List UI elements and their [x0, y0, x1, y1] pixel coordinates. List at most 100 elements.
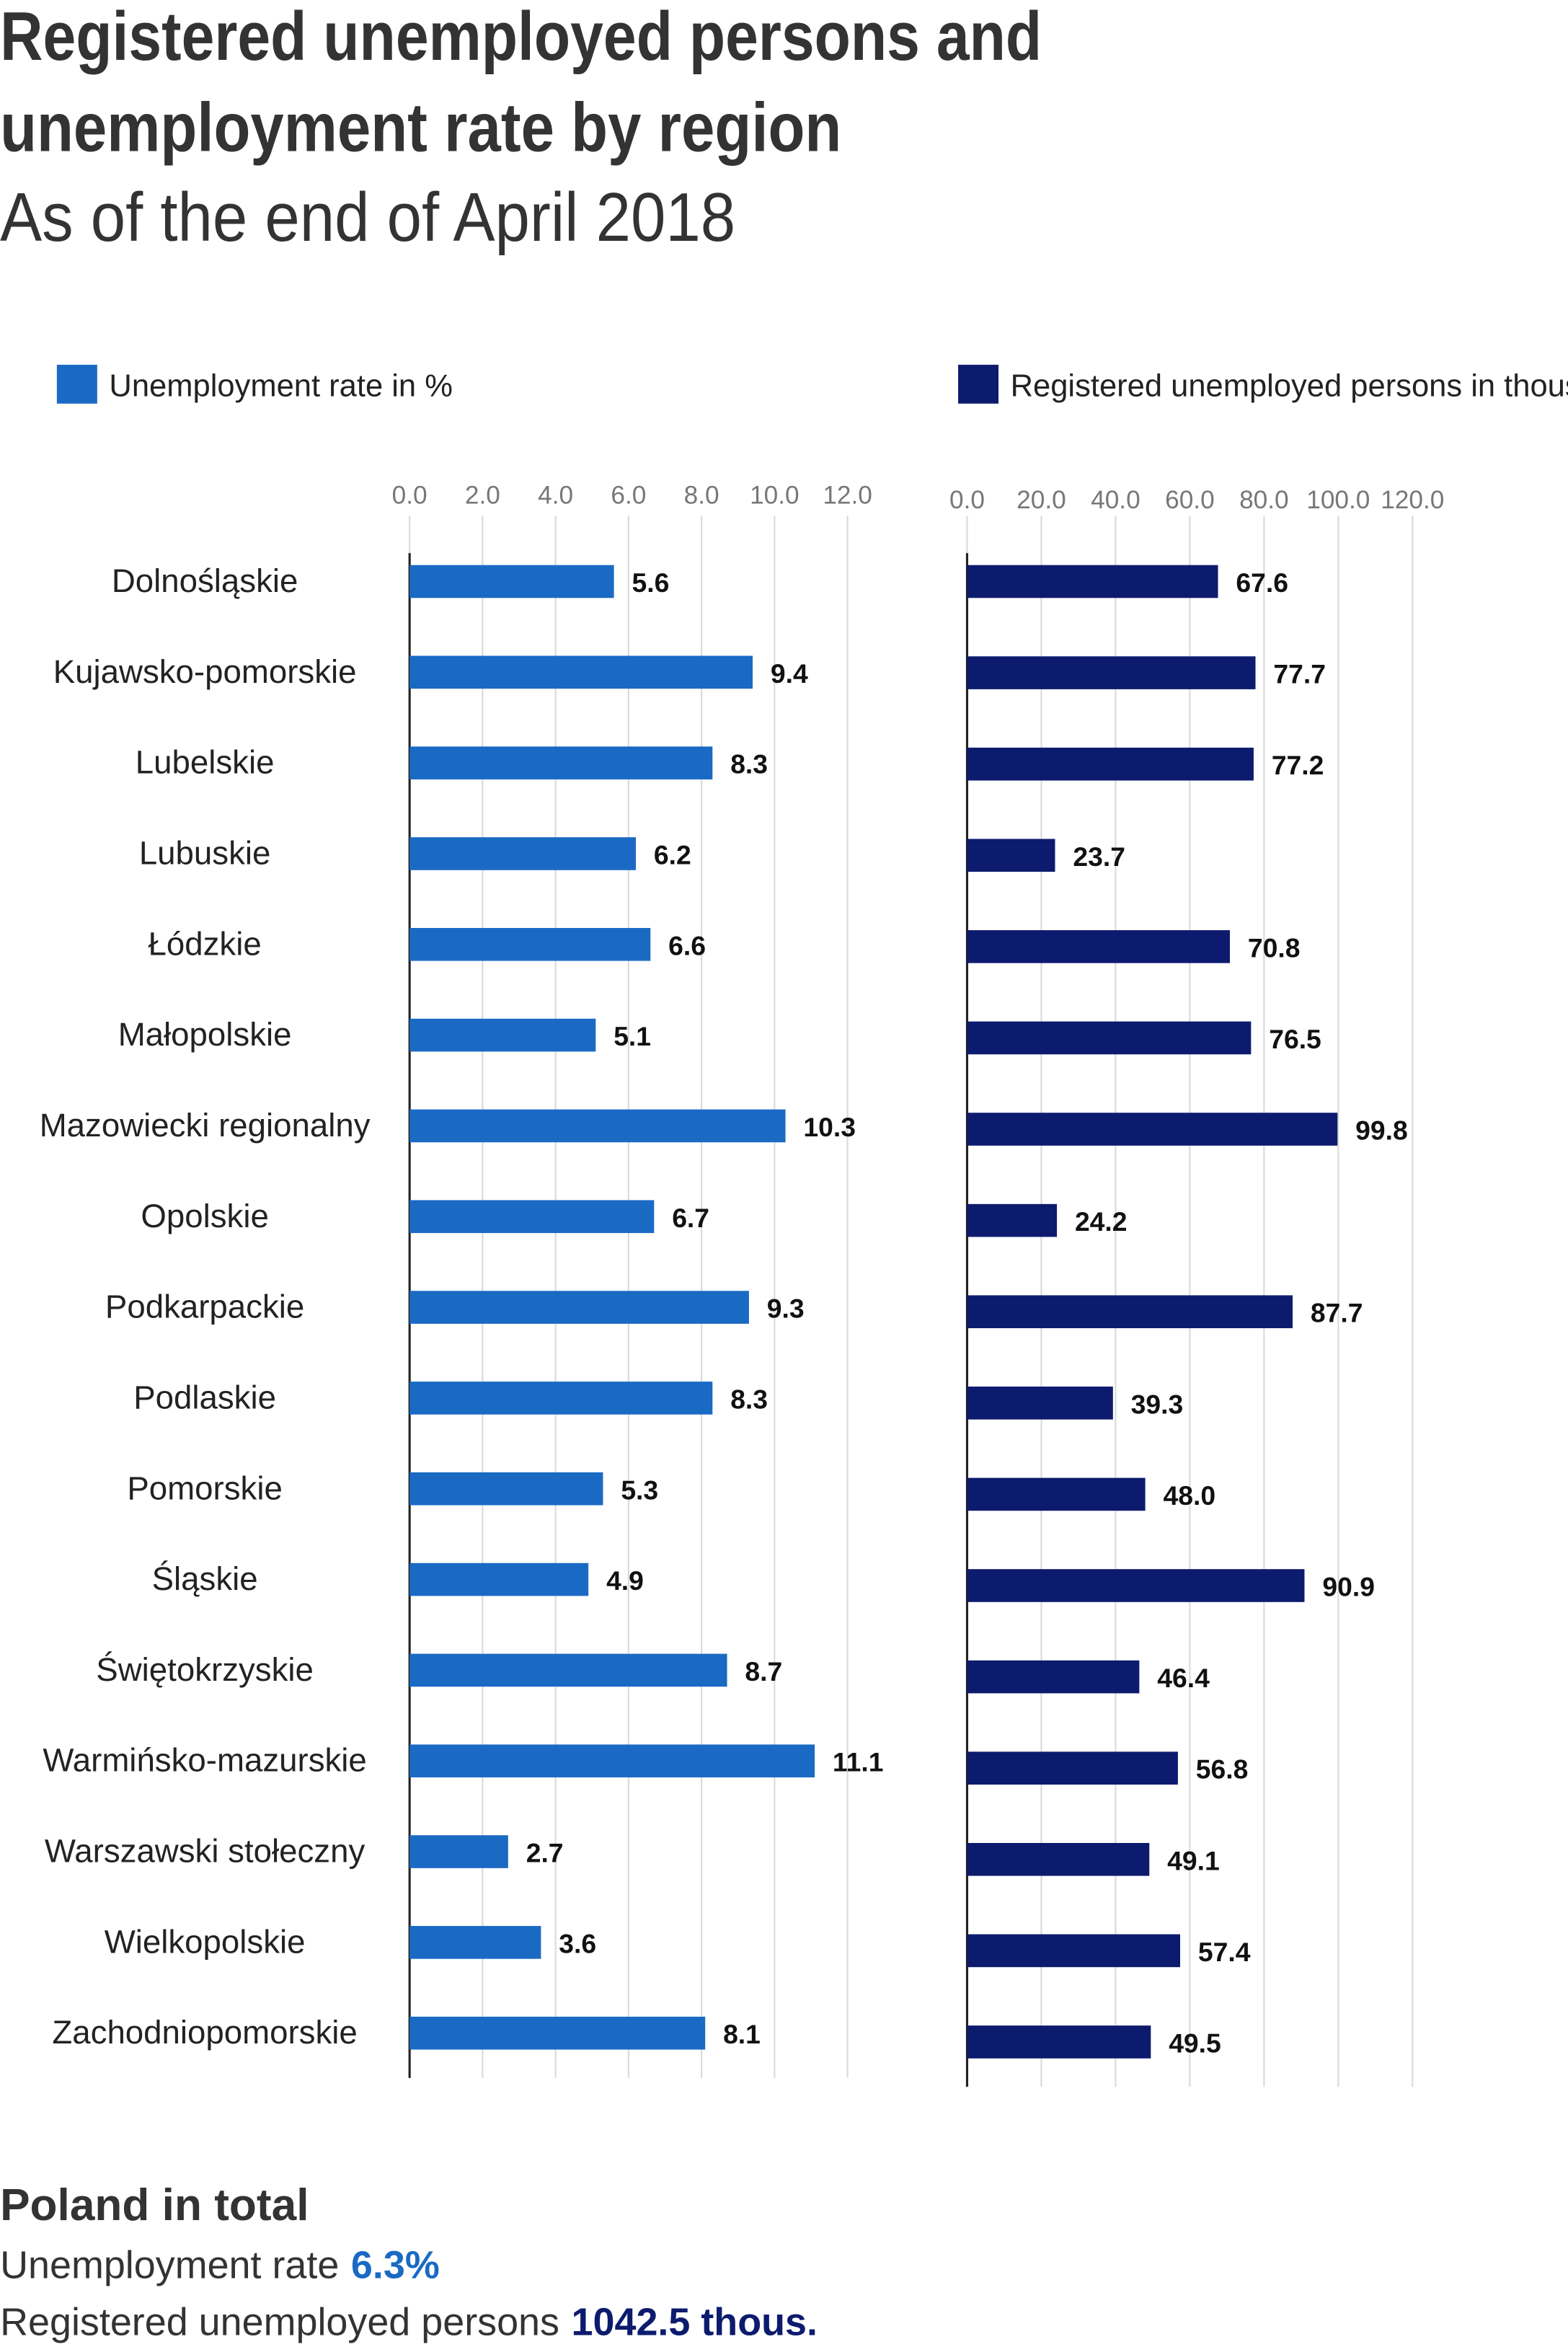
bar — [967, 1021, 1252, 1055]
x-tick-label: 12.0 — [823, 482, 872, 510]
bar — [409, 655, 753, 689]
data-label: 5.6 — [632, 567, 670, 598]
data-label: 90.9 — [1322, 1572, 1375, 1602]
data-label: 76.5 — [1269, 1024, 1321, 1054]
x-tick-label: 10.0 — [750, 482, 799, 510]
bar — [409, 2016, 706, 2050]
bar — [967, 1203, 1058, 1237]
bar — [409, 1200, 655, 1234]
bar — [409, 746, 713, 779]
bar — [967, 930, 1230, 963]
bar — [409, 1835, 508, 1868]
category-label: Śląskie — [152, 1560, 258, 1597]
data-label: 5.1 — [614, 1021, 651, 1051]
category-label: Zachodniopomorskie — [52, 2014, 357, 2051]
summary-heading: Poland in total — [0, 2180, 309, 2230]
x-tick-label: 6.0 — [611, 482, 646, 510]
data-label: 46.4 — [1157, 1663, 1210, 1693]
x-tick-label: 2.0 — [465, 482, 500, 510]
bar — [967, 1842, 1150, 1876]
summary-persons: Registered unemployed persons 1042.5 thou… — [0, 2300, 818, 2343]
summary-label: Registered unemployed persons — [0, 2300, 559, 2343]
bar — [409, 1563, 589, 1596]
bar — [967, 2025, 1151, 2059]
x-tick-label: 0.0 — [392, 482, 428, 510]
data-label: 99.8 — [1355, 1115, 1408, 1146]
data-label: 8.1 — [723, 2019, 761, 2049]
x-tick-label: 100.0 — [1306, 486, 1370, 514]
category-label: Dolnośląskie — [112, 562, 298, 599]
data-label: 9.3 — [767, 1294, 805, 1324]
category-label: Opolskie — [141, 1198, 268, 1234]
data-label: 23.7 — [1073, 841, 1125, 872]
bar — [967, 1751, 1178, 1785]
x-tick-label: 120.0 — [1381, 486, 1444, 514]
category-label: Podkarpackie — [105, 1289, 304, 1325]
bar — [967, 1660, 1140, 1694]
title-line: unemployment rate by region — [0, 89, 841, 166]
category-label: Mazowiecki regionalny — [40, 1107, 371, 1144]
bar — [409, 1744, 815, 1778]
bar — [409, 927, 651, 961]
bar — [967, 1477, 1146, 1511]
data-label: 2.7 — [526, 1838, 564, 1868]
data-label: 9.4 — [771, 658, 808, 689]
legend-swatch — [56, 364, 97, 404]
x-tick-label: 8.0 — [684, 482, 719, 510]
bar — [967, 1934, 1181, 1968]
bar — [967, 1113, 1338, 1146]
category-label: Warszawski stołeczny — [45, 1833, 366, 1870]
bar — [967, 747, 1254, 781]
category-label: Małopolskie — [118, 1016, 292, 1053]
data-label: 8.7 — [745, 1656, 782, 1687]
bar — [409, 837, 637, 870]
x-tick-label: 60.0 — [1165, 486, 1215, 514]
category-label: Świętokrzyskie — [96, 1650, 314, 1688]
bar — [409, 1926, 541, 1959]
bar — [409, 1653, 727, 1687]
data-label: 5.3 — [621, 1475, 658, 1505]
data-label: 49.1 — [1167, 1845, 1220, 1875]
data-label: 10.3 — [803, 1112, 856, 1142]
category-label: Łódzkie — [149, 925, 262, 962]
data-label: 6.2 — [654, 839, 691, 870]
bar — [409, 1018, 596, 1052]
data-label: 56.8 — [1196, 1754, 1249, 1785]
x-tick-label: 0.0 — [949, 486, 985, 514]
data-label: 4.9 — [606, 1565, 644, 1596]
data-label: 67.6 — [1236, 567, 1288, 598]
data-label: 70.8 — [1248, 932, 1301, 963]
category-label: Podlaskie — [133, 1379, 276, 1415]
bar — [967, 1295, 1293, 1329]
x-tick-label: 20.0 — [1016, 486, 1066, 514]
data-label: 8.3 — [730, 1384, 768, 1414]
bar — [967, 565, 1218, 598]
bar — [409, 1382, 713, 1415]
bar — [409, 1291, 749, 1324]
data-label: 3.6 — [559, 1928, 596, 1958]
data-label: 11.1 — [833, 1747, 884, 1777]
bar — [967, 1387, 1113, 1420]
x-tick-label: 80.0 — [1239, 486, 1289, 514]
category-label: Lubuskie — [139, 834, 271, 871]
bar — [409, 565, 614, 598]
data-label: 24.2 — [1075, 1206, 1128, 1237]
legend-label: Registered unemployed persons in thous. — [1011, 368, 1568, 403]
data-label: 6.7 — [672, 1203, 709, 1233]
data-label: 49.5 — [1169, 2028, 1221, 2058]
data-label: 6.6 — [668, 930, 706, 960]
summary-label: Unemployment rate — [0, 2244, 339, 2287]
legend-label: Unemployment rate in % — [109, 368, 452, 403]
bar — [409, 1109, 786, 1143]
category-label: Wielkopolskie — [105, 1923, 306, 1960]
bar — [967, 1569, 1305, 1602]
x-tick-label: 4.0 — [538, 482, 573, 510]
category-label: Warmińsko-mazurskie — [43, 1742, 366, 1779]
data-label: 48.0 — [1163, 1480, 1215, 1511]
summary-value: 1042.5 thous. — [572, 2300, 818, 2343]
bar — [967, 839, 1055, 872]
summary-value: 6.3% — [351, 2244, 440, 2287]
data-label: 8.3 — [730, 749, 768, 779]
